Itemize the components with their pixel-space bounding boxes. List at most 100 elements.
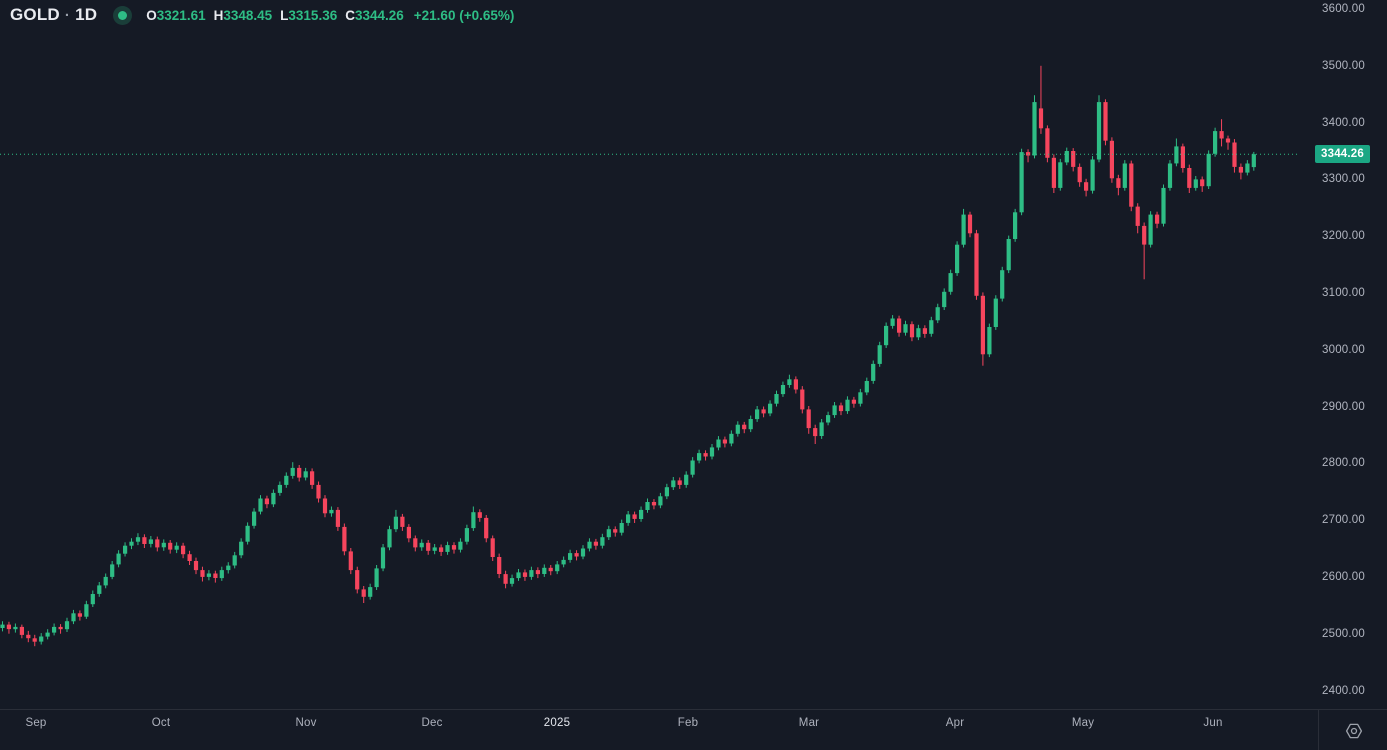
candle-up[interactable] [1122,160,1127,191]
candle-down[interactable] [793,376,798,394]
candle-down[interactable] [264,495,269,509]
candle-up[interactable] [890,315,895,329]
candle-up[interactable] [509,574,515,587]
candle-up[interactable] [129,538,134,550]
candle-up[interactable] [955,241,960,276]
candle-up[interactable] [64,617,70,632]
market-status-icon[interactable] [113,5,133,25]
candle-up[interactable] [39,633,44,645]
candle-down[interactable] [335,507,340,531]
candle-down[interactable] [761,406,766,418]
candle-down[interactable] [187,550,192,565]
candle-up[interactable] [845,396,850,414]
candle-up[interactable] [419,539,424,551]
candle-down[interactable] [1187,164,1192,193]
candle-up[interactable] [52,623,57,636]
candle-down[interactable] [909,321,915,342]
candle-up[interactable] [697,449,702,464]
candle-up[interactable] [271,489,276,508]
candle-up[interactable] [819,419,824,439]
candle-up[interactable] [877,341,882,367]
candle-up[interactable] [277,481,282,496]
candle-down[interactable] [142,534,147,548]
candle-down[interactable] [297,465,302,482]
candle-up[interactable] [1193,176,1198,191]
candle-up[interactable] [393,509,398,533]
candle-up[interactable] [639,506,644,522]
candle-up[interactable] [580,545,586,560]
candle-down[interactable] [503,570,508,589]
symbol-name[interactable]: GOLD [10,5,60,24]
candle-up[interactable] [174,542,179,554]
price-axis[interactable]: 3344.26 3600.00 3500.00 3400.00 3300.00 3200… [1300,0,1387,709]
candle-up[interactable] [768,400,773,417]
candle-down[interactable] [1129,160,1134,212]
candle-up[interactable] [935,303,940,324]
candle-down[interactable] [1200,176,1205,192]
candle-down[interactable] [593,538,598,550]
candle-up[interactable] [71,609,76,625]
candle-down[interactable] [316,481,321,503]
candle-up[interactable] [587,538,592,552]
candle-up[interactable] [748,415,753,433]
candle-down[interactable] [26,630,31,643]
candle-down[interactable] [200,566,205,582]
candle-down[interactable] [1180,143,1185,173]
candle-down[interactable] [342,523,347,556]
candle-down[interactable] [477,509,482,522]
candle-up[interactable] [84,600,89,619]
candle-down[interactable] [1071,148,1076,172]
candle-down[interactable] [722,436,727,448]
candle-up[interactable] [606,525,611,540]
candle-up[interactable] [90,590,95,608]
candle-down[interactable] [967,211,973,238]
candlestick-canvas[interactable] [0,0,1300,750]
candle-down[interactable] [406,524,411,543]
candle-down[interactable] [1051,154,1056,193]
candle-down[interactable] [322,495,328,518]
candle-up[interactable] [529,566,534,580]
candle-up[interactable] [284,472,289,488]
candle-up[interactable] [329,506,334,517]
candle-up[interactable] [871,360,876,384]
candle-up[interactable] [1213,127,1218,157]
candle-down[interactable] [980,292,985,366]
candle-up[interactable] [368,583,373,600]
candle-up[interactable] [110,561,115,580]
candle-down[interactable] [155,536,160,552]
candle-down[interactable] [490,535,495,562]
candle-down[interactable] [348,548,353,575]
candle-down[interactable] [19,624,24,639]
candle-up[interactable] [929,316,934,337]
candle-down[interactable] [522,569,528,581]
candle-up[interactable] [206,570,211,581]
candle-up[interactable] [0,621,5,632]
candle-down[interactable] [193,557,199,575]
candle-up[interactable] [787,374,792,388]
candle-down[interactable] [813,424,818,444]
candle-up[interactable] [432,544,437,555]
candle-down[interactable] [535,567,540,579]
candle-up[interactable] [729,430,734,447]
candle-up[interactable] [626,511,631,526]
candle-up[interactable] [942,288,947,310]
candle-down[interactable] [1038,65,1044,134]
candle-up[interactable] [645,498,650,513]
candle-up[interactable] [1064,147,1069,166]
candle-down[interactable] [613,526,618,537]
candle-down[interactable] [632,511,637,523]
candle-up[interactable] [664,483,669,500]
candle-down[interactable] [1219,119,1224,147]
candle-up[interactable] [1013,208,1018,242]
candle-up[interactable] [1174,138,1179,167]
candle-down[interactable] [742,421,747,434]
candle-up[interactable] [135,533,141,546]
candle-up[interactable] [948,269,953,295]
candle-down[interactable] [181,542,186,559]
candle-up[interactable] [1000,266,1005,302]
candle-down[interactable] [651,499,657,510]
candle-up[interactable] [97,582,102,597]
candle-down[interactable] [1238,163,1243,180]
candle-down[interactable] [1103,99,1108,146]
candle-up[interactable] [161,539,166,551]
